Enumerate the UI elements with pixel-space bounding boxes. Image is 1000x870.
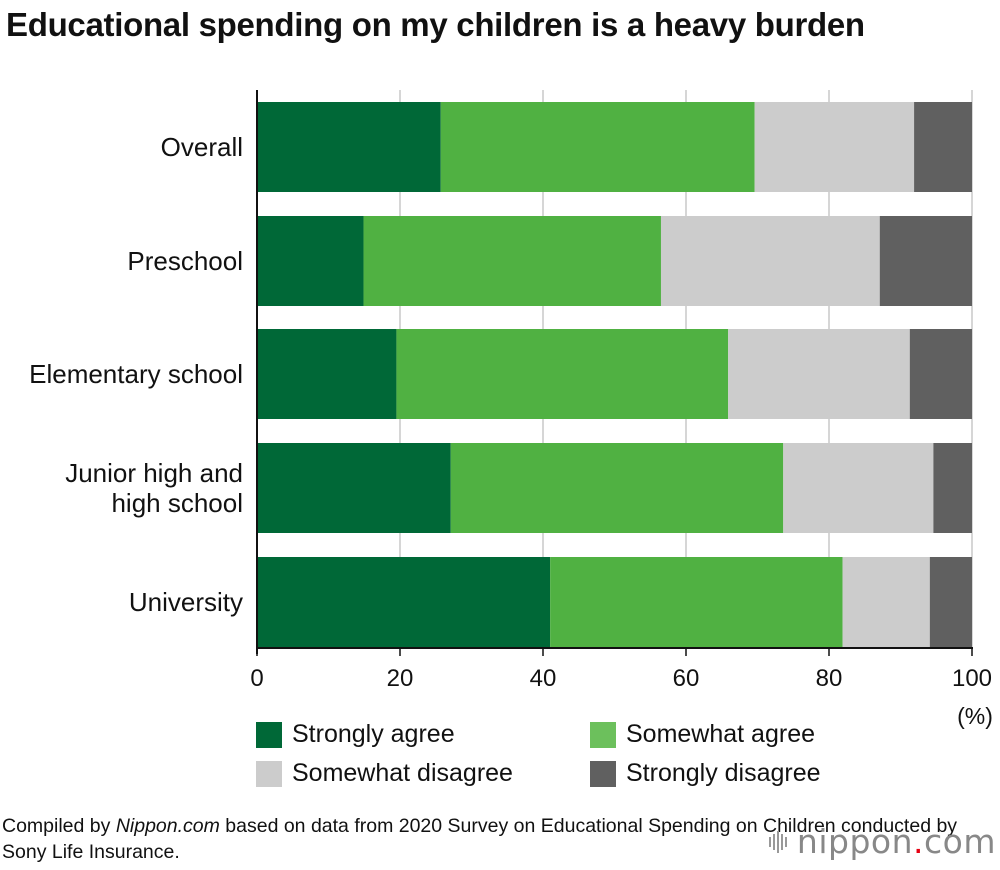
legend-swatch-somewhat-disagree: [256, 760, 282, 787]
legend-label-somewhat-agree: Somewhat agree: [626, 720, 816, 748]
logo-wordmark: nippon.com: [796, 822, 996, 861]
legend-swatch-strongly-agree: [256, 721, 282, 748]
x-tick-label-60: 60: [673, 665, 700, 692]
legend-item-strongly-agree: Strongly agree: [256, 720, 455, 749]
bar-elementary-school-strongly-disagree: [909, 329, 972, 419]
nippon-logo: nippon.com: [768, 822, 996, 861]
legend-label-somewhat-disagree: Somewhat disagree: [292, 759, 513, 787]
legend-label-strongly-agree: Strongly agree: [292, 720, 455, 748]
legend-swatch-somewhat-agree: [590, 721, 616, 748]
chart-title: Educational spending on my children is a…: [6, 6, 865, 43]
category-label-university: University: [129, 587, 243, 617]
x-tick-label-100: 100: [952, 665, 992, 692]
bar-university-strongly-disagree: [929, 557, 972, 647]
bar-elementary-school-strongly-agree: [257, 329, 397, 419]
bar-preschool-somewhat-agree: [363, 216, 661, 306]
legend-item-somewhat-disagree: Somewhat disagree: [256, 759, 513, 788]
category-label-preschool: Preschool: [127, 246, 243, 276]
bar-overall-somewhat-agree: [440, 102, 755, 192]
bar-university-somewhat-disagree: [842, 557, 930, 647]
bar-overall-strongly-disagree: [914, 102, 972, 192]
bar-junior-high-and-high-school-somewhat-agree: [450, 443, 784, 533]
source-text: based on data from 2020 Survey on Educat…: [2, 815, 958, 863]
logo-bars-icon: [768, 830, 789, 853]
category-label-junior-high-and-high-school: Junior high and high school: [65, 458, 243, 518]
category-label-elementary-school: Elementary school: [29, 359, 243, 389]
x-axis-unit-label: (%): [957, 703, 993, 729]
legend-item-strongly-disagree: Strongly disagree: [590, 759, 821, 788]
source-prefix: Compiled by: [2, 815, 116, 837]
bar-junior-high-and-high-school-strongly-disagree: [933, 443, 972, 533]
bar-university-strongly-agree: [257, 557, 551, 647]
legend-label-strongly-disagree: Strongly disagree: [626, 759, 821, 787]
bar-elementary-school-somewhat-disagree: [728, 329, 910, 419]
x-tick-label-0: 0: [250, 665, 263, 692]
bar-university-somewhat-agree: [550, 557, 843, 647]
bar-elementary-school-somewhat-agree: [396, 329, 729, 419]
bar-overall-strongly-agree: [257, 102, 441, 192]
category-label-overall: Overall: [161, 132, 243, 162]
bar-preschool-strongly-disagree: [879, 216, 972, 306]
bar-preschool-somewhat-disagree: [660, 216, 880, 306]
x-tick-label-80: 80: [816, 665, 843, 692]
source-note: Compiled by Nippon.com based on data fro…: [2, 813, 1000, 865]
bar-junior-high-and-high-school-strongly-agree: [257, 443, 451, 533]
bar-overall-somewhat-disagree: [754, 102, 915, 192]
bar-preschool-strongly-agree: [257, 216, 364, 306]
legend-item-somewhat-agree: Somewhat agree: [590, 720, 815, 749]
legend-swatch-strongly-disagree: [590, 760, 616, 787]
x-tick-label-20: 20: [387, 665, 414, 692]
source-site-link: Nippon.com: [115, 815, 220, 837]
bar-junior-high-and-high-school-somewhat-disagree: [783, 443, 934, 533]
x-tick-label-40: 40: [530, 665, 557, 692]
